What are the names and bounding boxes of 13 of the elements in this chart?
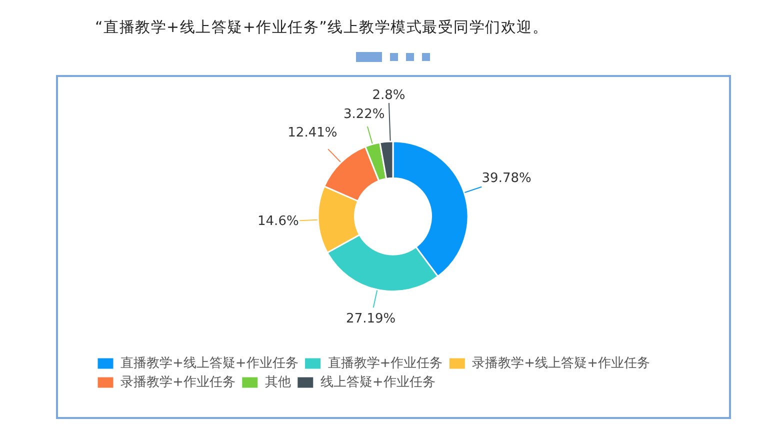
legend-label: 线上答疑+作业任务 bbox=[320, 374, 436, 390]
legend-label: 录播教学+作业任务 bbox=[120, 374, 236, 390]
chart-title: “直播教学+线上答疑+作业任务”线上教学模式最受同学们欢迎。 bbox=[95, 18, 548, 36]
data-label: 14.6% bbox=[258, 214, 299, 229]
data-label: 3.22% bbox=[343, 107, 385, 122]
legend-label: 录播教学+线上答疑+作业任务 bbox=[472, 356, 650, 371]
legend-label: 直播教学+线上答疑+作业任务 bbox=[120, 356, 298, 371]
data-label: 39.78% bbox=[482, 170, 532, 186]
legend-label: 其他 bbox=[264, 374, 291, 390]
data-label: 27.19% bbox=[346, 312, 396, 327]
data-label: 12.41% bbox=[288, 125, 338, 140]
legend-label: 直播教学+作业任务 bbox=[328, 356, 443, 371]
data-label: 2.8% bbox=[372, 88, 406, 104]
